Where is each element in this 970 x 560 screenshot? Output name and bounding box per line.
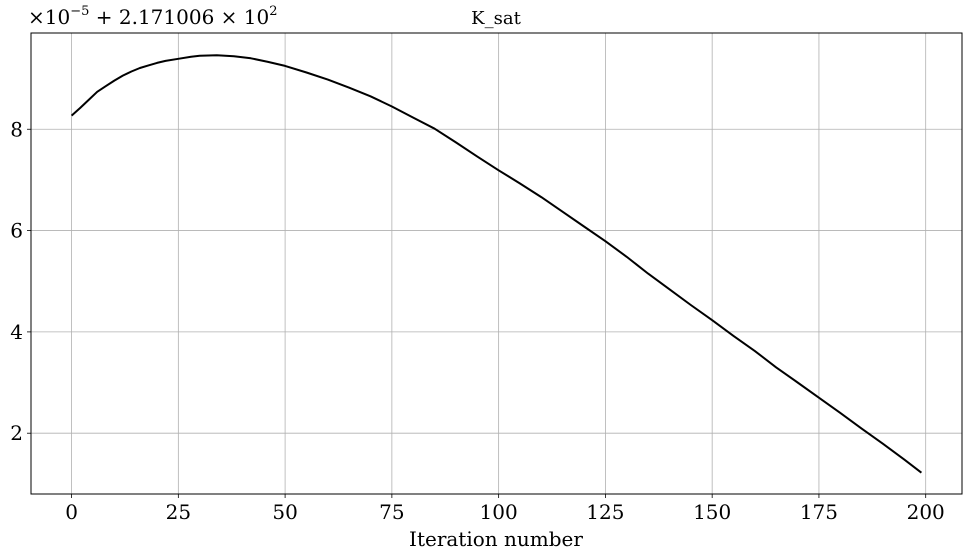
- series-line: [70, 54, 923, 474]
- x-axis-label: Iteration number: [409, 527, 583, 551]
- series-line-layer: [70, 54, 923, 474]
- x-tick-label: 0: [65, 500, 78, 524]
- x-tick-label: 200: [907, 500, 945, 524]
- x-tick-label: 175: [800, 500, 838, 524]
- y-tick-label: 2: [10, 421, 23, 445]
- y-axis-ticks: 2 4 6 8: [10, 117, 31, 445]
- x-tick-label: 100: [480, 500, 518, 524]
- x-tick-label: 50: [272, 500, 297, 524]
- grid-lines: [31, 33, 962, 494]
- y-tick-label: 8: [10, 117, 23, 141]
- chart-title: K_sat: [471, 8, 521, 29]
- offset-exponent-2: 2: [269, 4, 277, 19]
- x-tick-label: 25: [166, 500, 191, 524]
- x-tick-label: 75: [379, 500, 404, 524]
- offset-middle: + 2.171006 × 10: [89, 5, 269, 29]
- x-tick-label: 125: [586, 500, 624, 524]
- x-axis-ticks: 0 25 50 75 100 125 150 175 200: [65, 494, 945, 524]
- y-axis-offset-text: ×10−5 + 2.171006 × 102: [28, 4, 278, 29]
- y-tick-label: 4: [10, 320, 23, 344]
- x-tick-label: 150: [693, 500, 731, 524]
- offset-prefix: ×10: [28, 5, 70, 29]
- plot-frame: [30, 32, 963, 495]
- y-tick-label: 6: [10, 219, 23, 243]
- offset-exponent: −5: [70, 4, 89, 19]
